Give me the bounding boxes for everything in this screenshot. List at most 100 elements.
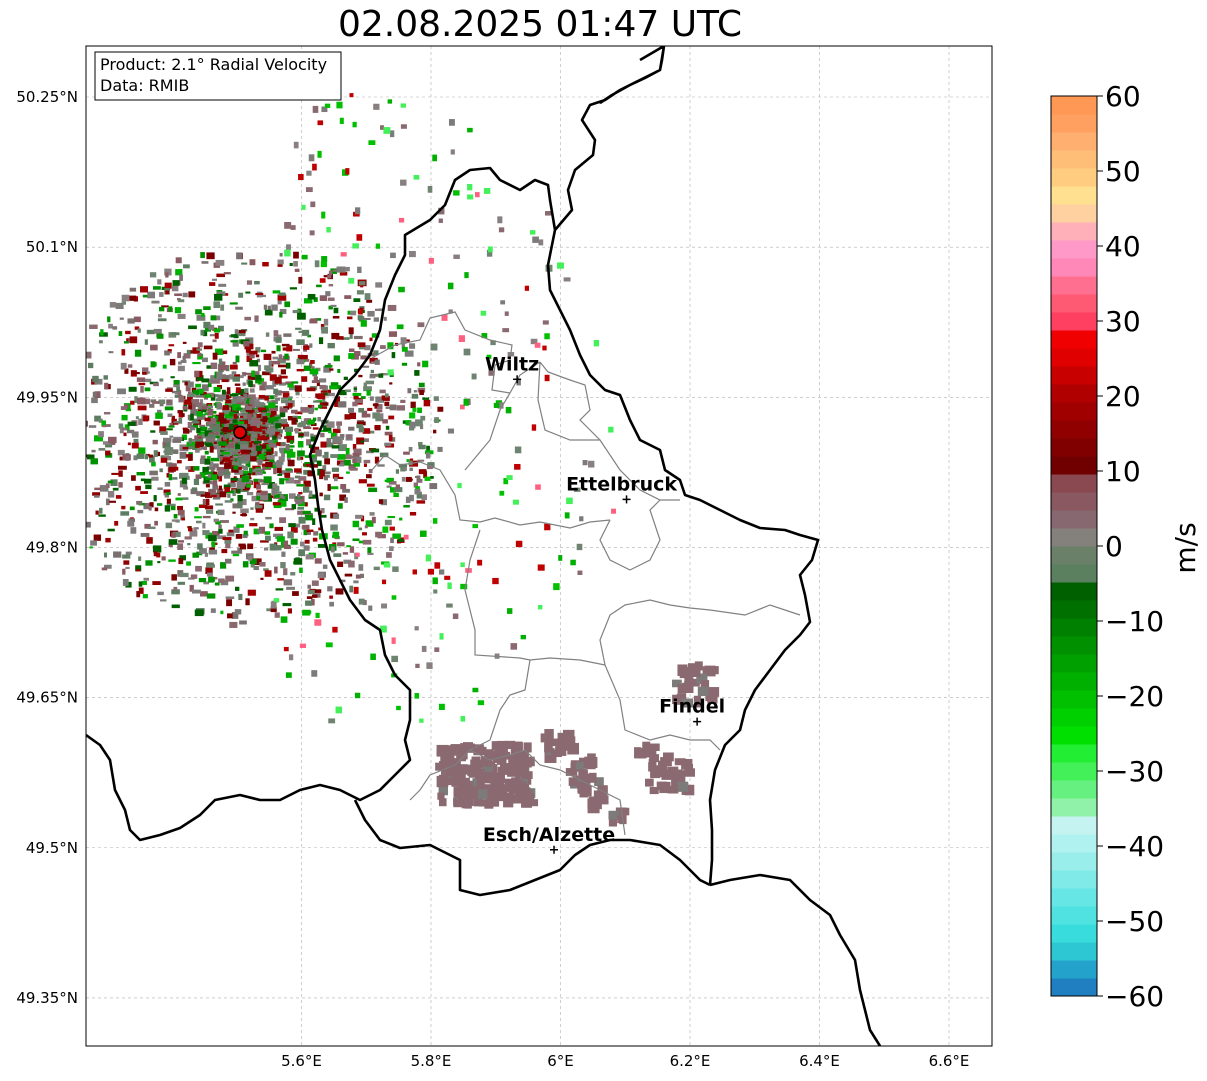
radar-echo-near — [226, 387, 231, 395]
radar-echo-near — [309, 319, 318, 324]
radar-echo-near — [256, 413, 262, 418]
radar-echo-near — [178, 418, 183, 424]
radar-echo-near — [239, 415, 247, 419]
radar-echo-cluster — [707, 687, 720, 697]
radar-echo-near — [304, 513, 313, 521]
radar-echo-near — [255, 374, 262, 381]
radar-echo-near — [138, 581, 143, 587]
map-area[interactable] — [86, 46, 992, 1046]
radar-echo-cluster — [681, 758, 693, 770]
radar-echo-near — [236, 486, 241, 494]
radar-echo-near — [261, 463, 269, 467]
radar-echo-near — [396, 405, 406, 411]
radar-echo-near — [171, 532, 176, 538]
colorbar-tick-label: 30 — [1105, 305, 1141, 338]
radar-echo-near — [224, 434, 230, 439]
radar-echo-near — [216, 291, 226, 296]
radar-echo-near — [56, 465, 64, 469]
radar-echo-near — [210, 608, 216, 613]
radar-echo-near — [323, 275, 329, 278]
radar-echo-near — [122, 579, 129, 586]
radar-echo-near — [274, 376, 282, 384]
radar-echo-near — [239, 438, 249, 445]
radar-echo-far — [507, 608, 513, 614]
radar-echo-far — [497, 402, 504, 409]
radar-echo-near — [380, 345, 386, 349]
radar-echo-near — [323, 318, 329, 326]
radar-echo-near — [338, 389, 347, 396]
radar-echo-near — [255, 508, 263, 513]
radar-echo-near — [360, 284, 364, 288]
radar-echo-near — [172, 477, 178, 480]
radar-echo-near — [229, 393, 239, 397]
radar-echo-near — [159, 403, 164, 407]
radar-echo-far — [358, 598, 365, 605]
radar-echo-near — [330, 432, 337, 439]
radar-echo-near — [191, 427, 196, 431]
radar-echo-cluster — [649, 786, 659, 795]
radar-echo-far — [537, 564, 545, 571]
radar-echo-near — [197, 353, 204, 360]
radar-echo-near — [329, 385, 338, 390]
radar-echo-near — [255, 354, 260, 358]
radar-echo-far — [293, 141, 299, 149]
radar-echo-far — [498, 227, 505, 233]
radar-echo-near — [215, 503, 223, 506]
radar-echo-far — [352, 243, 359, 249]
radar-echo-near — [70, 490, 78, 494]
radar-echo-near — [182, 341, 187, 344]
radar-echo-near — [235, 421, 245, 425]
radar-echo-near — [401, 476, 406, 482]
radar-echo-cluster — [661, 769, 673, 780]
radar-echo-near — [362, 532, 367, 536]
radar-echo-near — [290, 440, 294, 445]
radar-echo-near — [310, 318, 318, 322]
radar-echo-near — [312, 518, 316, 525]
radar-echo-cluster — [477, 778, 485, 788]
radar-echo-near — [199, 424, 206, 428]
radar-echo-near — [264, 444, 271, 451]
colorbar-segment — [1051, 240, 1097, 259]
radar-echo-near — [278, 470, 286, 475]
radar-echo-far — [537, 604, 543, 610]
radar-echo-near — [174, 466, 179, 471]
radar-echo-near — [255, 491, 263, 497]
radar-echo-near — [144, 387, 151, 392]
radar-echo-near — [233, 413, 238, 419]
radar-echo-cluster — [702, 666, 711, 674]
radar-echo-near — [216, 466, 225, 471]
radar-echo-cluster — [473, 744, 484, 756]
lat-tick-label: 50.25°N — [16, 88, 78, 106]
radar-echo-near — [418, 441, 423, 446]
radar-echo-near — [209, 282, 216, 286]
radar-echo-near — [178, 411, 184, 418]
info-box: Product: 2.1° Radial Velocity Data: RMIB — [94, 51, 342, 101]
radar-echo-near — [95, 510, 99, 515]
radar-echo-near — [195, 441, 205, 448]
radar-echo-near — [140, 532, 150, 537]
radar-echo-near — [243, 415, 247, 419]
radar-echo-near — [286, 345, 293, 352]
radar-echo-near — [389, 382, 393, 385]
radar-echo-near — [164, 268, 172, 276]
radar-echo-near — [301, 495, 305, 503]
radar-echo-far — [358, 564, 364, 571]
radar-echo-far — [608, 426, 614, 433]
radar-echo-near — [302, 510, 311, 515]
radar-echo-near — [213, 443, 219, 447]
radar-echo-cluster — [458, 781, 468, 791]
radar-echo-near — [58, 408, 63, 413]
radar-echo-near — [310, 446, 320, 454]
radar-echo-near — [167, 413, 173, 418]
radar-echo-near — [169, 358, 176, 366]
colorbar-segment — [1051, 654, 1097, 673]
radar-echo-near — [358, 540, 365, 544]
radar-echo-far — [611, 508, 616, 514]
radar-echo-near — [348, 327, 354, 335]
radar-echo-near — [240, 513, 248, 516]
radar-echo-near — [358, 426, 365, 433]
radar-echo-cluster — [473, 795, 484, 807]
radar-echo-near — [310, 454, 316, 458]
radar-echo-near — [259, 294, 266, 298]
radar-echo-near — [261, 456, 271, 462]
